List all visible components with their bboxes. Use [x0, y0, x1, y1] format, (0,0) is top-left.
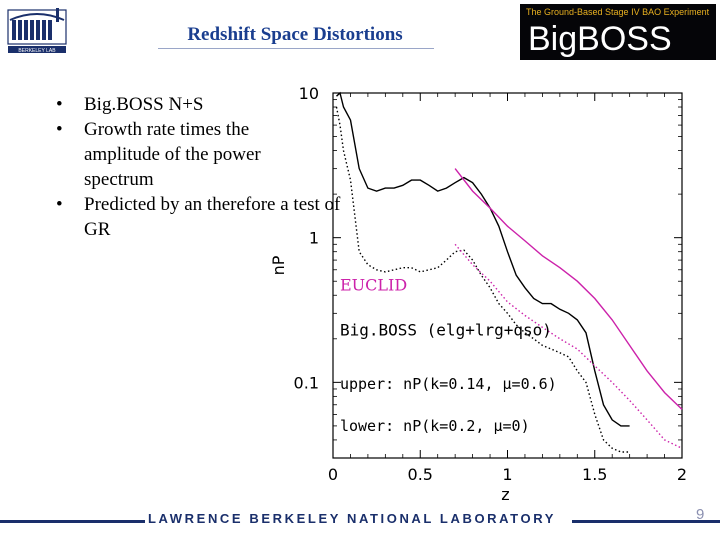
title-underline: [158, 48, 434, 49]
bullet-item: Predicted by an therefore a test of GR: [56, 192, 344, 242]
footer-rule-left: [0, 520, 145, 523]
nP-vs-redshift-chart: 0 0.5 1 1.5 2 0.1 1 10 z nP EUCLID Big.BOSS (elg+lr…: [270, 84, 687, 504]
footer-lab-name: LAWRENCE BERKELEY NATIONAL LABORATORY: [148, 511, 556, 526]
bigboss-banner: The Ground-Based Stage IV BAO Experiment…: [520, 4, 716, 60]
y-axis-label: nP: [270, 255, 288, 275]
berkeley-lab-logo: BERKELEY LAB: [7, 8, 67, 54]
series-line-bigboss-solid: [336, 91, 630, 427]
legend-upper: upper: nP(k=0.14, μ=0.6): [340, 375, 557, 393]
bullet-item: Big.BOSS N+S: [56, 92, 324, 117]
banner-name: BigBOSS: [528, 20, 672, 58]
legend-euclid: EUCLID: [340, 276, 407, 295]
banner-tagline: The Ground-Based Stage IV BAO Experiment: [526, 7, 710, 17]
legend-lower: lower: nP(k=0.2, μ=0): [340, 417, 530, 435]
series-line-euclid-solid: [454, 168, 683, 410]
series-line-euclid-dotted: [454, 243, 683, 449]
bullet-list: Big.BOSS N+S Growth rate times the ampli…: [56, 92, 344, 242]
x-tick-label: 1: [502, 465, 512, 484]
slide-title: Redshift Space Distortions: [187, 24, 403, 45]
x-tick-label: 1.5: [582, 465, 607, 484]
logo-text: BERKELEY LAB: [18, 48, 56, 54]
y-tick-label: 0.1: [294, 373, 319, 392]
legend-bigboss: Big.BOSS (elg+lrg+qso): [340, 321, 552, 340]
x-tick-label: 0.5: [408, 465, 433, 484]
bullet-item: Growth rate times the amplitude of the p…: [56, 117, 324, 192]
x-axis-label: z: [501, 485, 509, 504]
footer-rule-right: [572, 520, 720, 523]
y-tick-label: 1: [309, 229, 319, 248]
page-number: 9: [696, 506, 705, 523]
series-line-bigboss-dotted: [335, 106, 630, 453]
y-tick-label: 10: [299, 84, 319, 103]
x-tick-label: 0: [328, 465, 338, 484]
x-tick-label: 2: [677, 465, 687, 484]
